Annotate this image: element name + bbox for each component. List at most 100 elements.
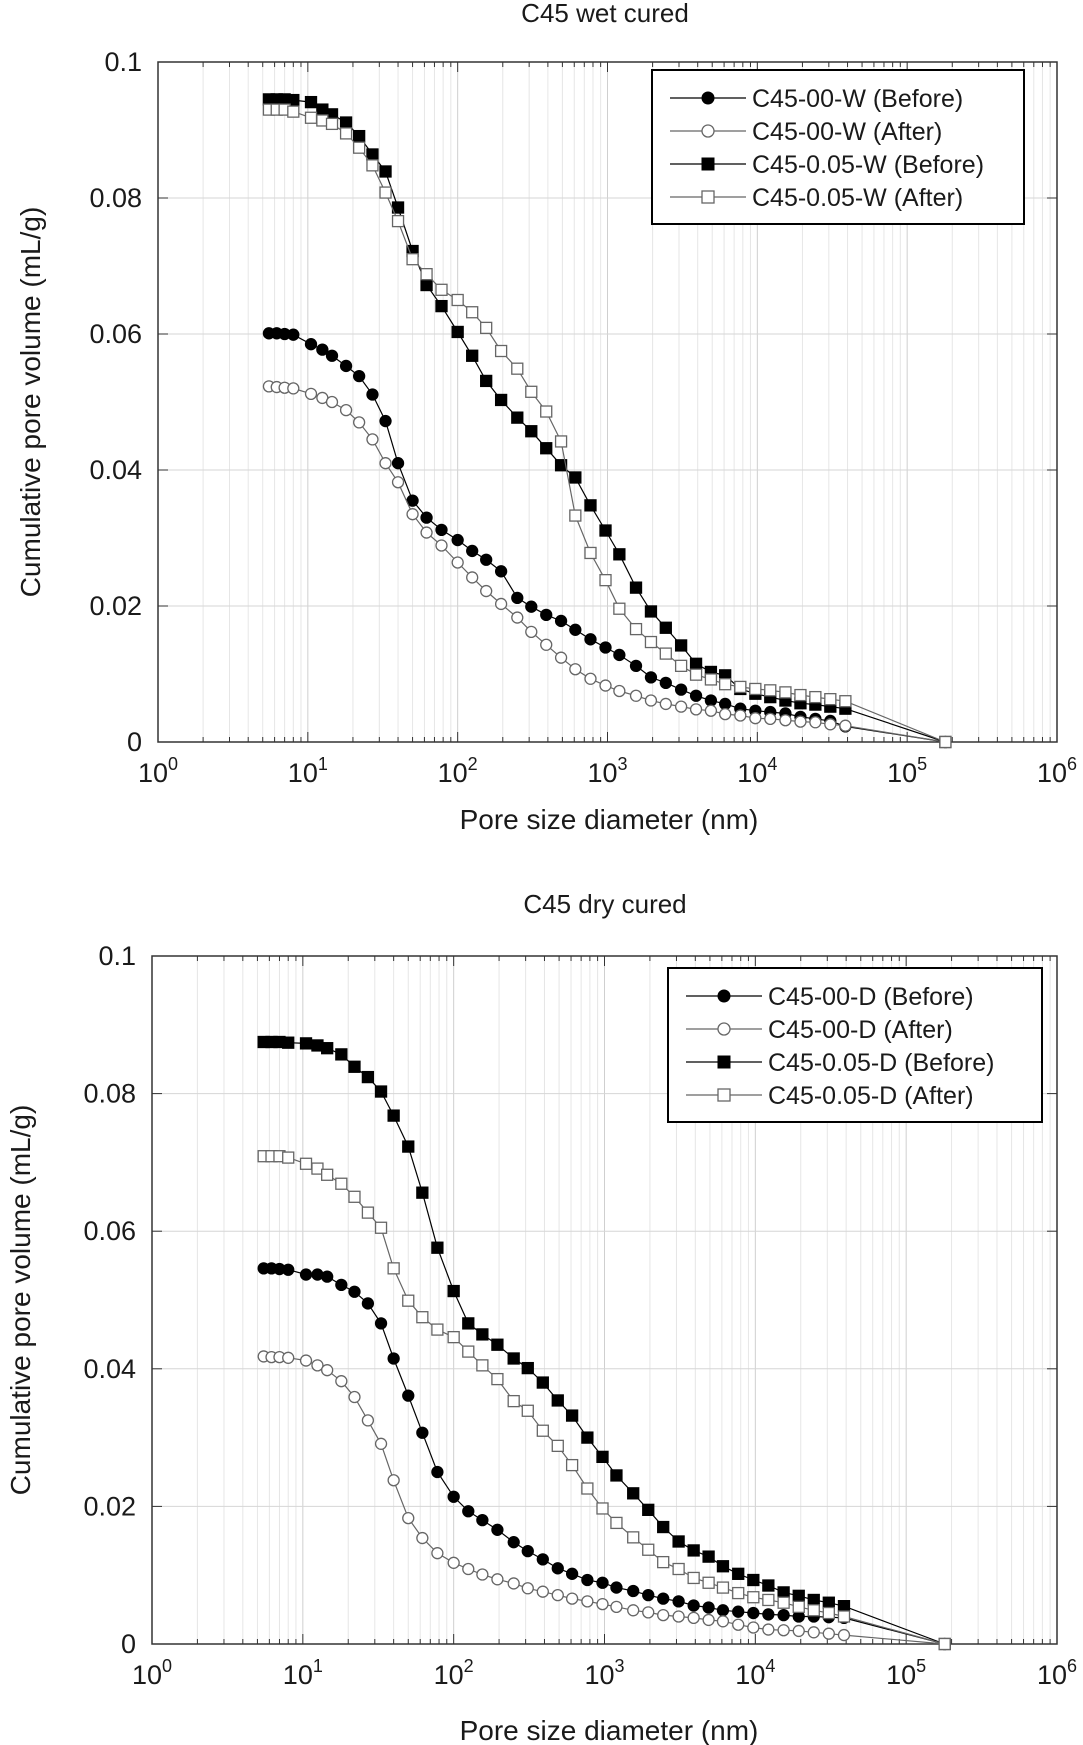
data-point: [613, 684, 626, 698]
series: [262, 103, 952, 749]
data-point: [402, 1511, 415, 1525]
legend-marker: [701, 124, 715, 138]
data-point: [599, 641, 612, 654]
data-point: [839, 719, 852, 732]
data-point: [581, 1482, 594, 1495]
data-point: [451, 533, 464, 547]
y-tick-label: 0.1: [98, 941, 136, 971]
data-point: [299, 1268, 313, 1281]
data-point: [719, 697, 732, 711]
data-point: [565, 1567, 579, 1580]
data-point: [366, 388, 379, 401]
data-point: [511, 411, 524, 424]
y-tick-label: 0.02: [83, 1491, 136, 1521]
data-point: [719, 678, 732, 691]
data-point: [339, 127, 353, 140]
data-point: [466, 571, 479, 584]
data-point: [299, 1037, 313, 1050]
x-tick-label: 103: [587, 754, 627, 788]
data-point: [431, 1547, 444, 1560]
series-layer: [257, 1035, 951, 1651]
data-point: [536, 1424, 549, 1437]
data-point: [435, 299, 448, 313]
data-point: [581, 1573, 594, 1587]
legend-entry: C45-00-D (After): [686, 1016, 953, 1044]
legend-marker: [717, 1088, 731, 1102]
data-point: [657, 1520, 670, 1534]
data-point: [629, 659, 643, 672]
data-point: [536, 1553, 549, 1566]
data-point: [391, 476, 405, 489]
data-point: [494, 565, 508, 578]
data-point: [282, 1263, 295, 1276]
data-point: [480, 584, 493, 598]
data-point: [657, 1555, 670, 1569]
data-point: [687, 1544, 700, 1557]
data-point: [325, 395, 339, 409]
data-point: [476, 1328, 489, 1341]
data-point: [339, 116, 353, 129]
data-point: [352, 141, 366, 154]
x-tick-label: 102: [434, 1656, 474, 1690]
data-point: [569, 623, 582, 636]
data-point: [402, 1294, 415, 1307]
data-point: [702, 1601, 715, 1614]
data-point: [749, 682, 762, 696]
data-point: [659, 676, 672, 689]
data-point: [480, 374, 493, 388]
data-point: [311, 1359, 324, 1372]
data-point: [491, 1573, 504, 1586]
data-point: [287, 328, 300, 341]
data-point: [361, 1070, 375, 1084]
data-point: [352, 129, 366, 143]
data-point: [348, 1285, 361, 1298]
data-point: [540, 638, 553, 651]
x-tick-label: 100: [132, 1656, 172, 1690]
data-point: [420, 278, 433, 292]
plot-area: [151, 955, 1058, 1645]
data-point: [779, 686, 792, 699]
data-point: [451, 325, 464, 339]
data-point: [348, 1390, 361, 1404]
data-point: [581, 1431, 594, 1444]
legend-label: C45-0.05-D (After): [768, 1082, 974, 1110]
data-point: [716, 1581, 730, 1594]
data-point: [687, 1599, 700, 1612]
data-point: [287, 382, 300, 395]
legend-label: C45-0.05-W (Before): [752, 151, 984, 179]
data-point: [719, 707, 732, 721]
data-point: [466, 349, 479, 362]
data-point: [325, 349, 339, 362]
data-point: [507, 1536, 520, 1549]
data-point: [416, 1186, 429, 1199]
data-point: [282, 1036, 295, 1049]
data-point: [491, 1372, 504, 1386]
data-point: [447, 1284, 460, 1298]
data-point: [554, 459, 568, 472]
data-point: [374, 1317, 388, 1330]
data-point: [511, 362, 524, 375]
data-point: [462, 1562, 475, 1576]
series: [257, 1350, 951, 1651]
data-point: [511, 611, 524, 624]
data-point: [807, 1626, 820, 1639]
data-point: [536, 1376, 549, 1389]
data-point: [420, 268, 433, 281]
data-point: [361, 1206, 375, 1219]
data-point: [402, 1140, 415, 1153]
data-point: [554, 651, 568, 664]
legend-entry: C45-0.05-D (After): [686, 1082, 974, 1110]
data-point: [491, 1523, 504, 1536]
data-point: [837, 1628, 851, 1642]
data-point: [762, 1593, 775, 1607]
x-tick-label: 104: [735, 1656, 775, 1690]
legend: C45-00-W (Before) C45-00-W (After) C45-0…: [651, 69, 1025, 225]
data-point: [348, 1190, 361, 1203]
data-point: [379, 457, 392, 470]
legend-label: C45-0.05-D (Before): [768, 1049, 994, 1077]
data-point: [794, 715, 807, 728]
data-point: [792, 1589, 805, 1602]
y-tick-label: 0.08: [83, 1079, 136, 1109]
y-tick-label: 0.1: [104, 47, 142, 77]
data-point: [644, 694, 658, 707]
